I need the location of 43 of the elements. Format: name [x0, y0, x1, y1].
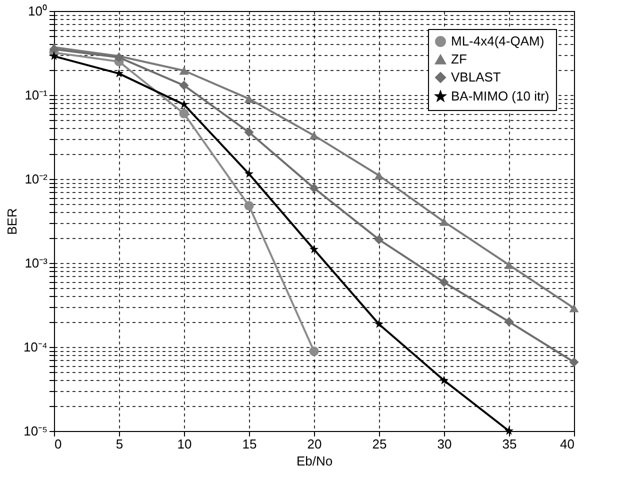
x-tick-label: 5 — [116, 436, 124, 452]
point — [309, 183, 319, 193]
x-axis-title: Eb/No — [296, 454, 333, 468]
point — [504, 260, 514, 269]
point — [179, 100, 189, 108]
point — [179, 108, 189, 118]
point — [569, 304, 579, 312]
y-tick-label: 10⁻⁴ — [23, 340, 48, 354]
point — [374, 319, 384, 328]
x-tick-label: 15 — [242, 436, 257, 452]
x-tick-label: 40 — [560, 436, 574, 452]
point — [439, 376, 449, 384]
y-tick-label: 10⁰ — [28, 4, 48, 18]
point — [244, 128, 254, 138]
x-tick-label: 30 — [437, 436, 452, 452]
x-tick-label: 25 — [372, 436, 387, 452]
legend-label: ML-4x4(4-QAM) — [451, 34, 544, 48]
point — [179, 80, 189, 90]
y-axis-title: BER — [4, 208, 20, 235]
x-tick-label: 20 — [307, 436, 322, 452]
point — [569, 357, 579, 367]
point — [504, 316, 514, 326]
point — [439, 218, 449, 226]
point — [309, 244, 319, 254]
y-tick-label: 10⁻¹ — [24, 88, 48, 102]
y-tick-label: 10⁻² — [24, 172, 48, 186]
point — [309, 346, 319, 356]
y-tick-label: 10⁻⁵ — [24, 424, 48, 438]
point — [439, 278, 449, 287]
point — [374, 171, 384, 180]
x-tick-label: 35 — [502, 436, 517, 452]
legend-label: VBLAST — [451, 70, 501, 84]
point — [374, 234, 384, 244]
point — [179, 66, 189, 75]
x-tick-label: 0 — [54, 436, 62, 452]
legend-label: ZF — [451, 52, 467, 66]
point — [244, 169, 254, 178]
point — [244, 94, 254, 103]
y-tick-label: 10⁻³ — [24, 256, 48, 270]
legend-label: BA-MIMO (10 itr) — [451, 88, 550, 104]
point — [309, 131, 319, 140]
x-tick-label: 10 — [177, 436, 192, 452]
point — [244, 201, 254, 211]
